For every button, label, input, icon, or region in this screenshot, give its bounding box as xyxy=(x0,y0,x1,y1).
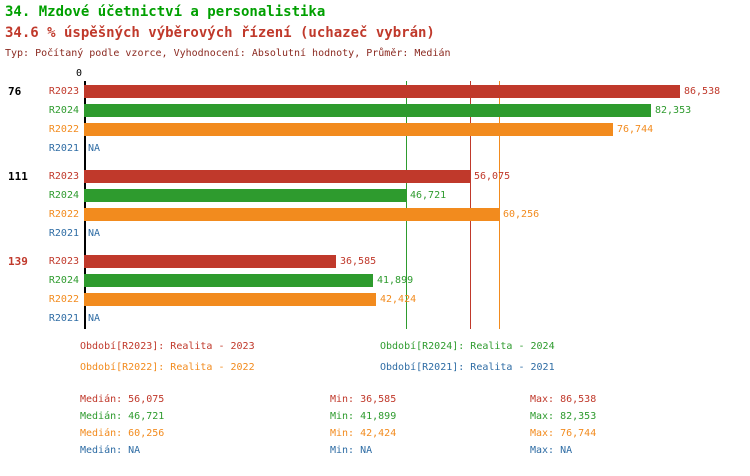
legend-item-r2022: Období[R2022]: Realita - 2022 xyxy=(80,362,255,373)
chart-row: 139 R2023 36,585 xyxy=(0,252,750,271)
series-label: R2024 xyxy=(48,105,79,116)
chart-row: R2022 42,424 xyxy=(0,290,750,309)
bar-value-label: 42,424 xyxy=(380,294,417,305)
bar xyxy=(84,104,651,117)
bar xyxy=(84,255,336,268)
chart-title: 34.6 % úspěšných výběrových řízení (ucha… xyxy=(5,25,435,41)
series-label: R2024 xyxy=(48,190,79,201)
bar-value-label: NA xyxy=(88,313,101,324)
bar-value-label: 36,585 xyxy=(340,256,377,267)
bar-value-label: 56,075 xyxy=(474,171,511,182)
legend-item-r2021: Období[R2021]: Realita - 2021 xyxy=(380,362,555,373)
series-label: R2022 xyxy=(48,209,79,220)
chart-meta: Typ: Počítaný podle vzorce, Vyhodnocení:… xyxy=(5,48,451,59)
bar-value-label: 60,256 xyxy=(503,209,540,220)
series-label: R2022 xyxy=(48,124,79,135)
series-label: R2021 xyxy=(48,228,79,239)
bar xyxy=(84,274,373,287)
bar xyxy=(84,208,499,221)
bar-zone: 36,585 xyxy=(84,252,750,271)
stats-row-r2024: Medián: 46,721 Min: 41,899 Max: 82,353 xyxy=(0,411,750,428)
stat-max: Max: NA xyxy=(530,445,573,456)
bar-zone: 46,721 xyxy=(84,186,750,205)
bar-zone: NA xyxy=(84,309,750,328)
bar-group: 76 R2023 86,538 R2024 82,353 R2022 76,744 R2021… xyxy=(0,82,750,158)
chart-row: R2021 NA xyxy=(0,309,750,328)
bar-value-label: NA xyxy=(88,228,101,239)
group-label: 76 xyxy=(8,85,22,98)
series-label: R2021 xyxy=(48,143,79,154)
chart-row: 76 R2023 86,538 xyxy=(0,82,750,101)
chart-row: 111 R2023 56,075 xyxy=(0,167,750,186)
legend-item-r2023: Období[R2023]: Realita - 2023 xyxy=(80,341,255,352)
bar-value-label: 46,721 xyxy=(410,190,447,201)
stats-row-r2022: Medián: 60,256 Min: 42,424 Max: 76,744 xyxy=(0,428,750,445)
y-axis-line xyxy=(84,81,86,329)
bar-value-label: 82,353 xyxy=(655,105,692,116)
group-label: 111 xyxy=(8,170,28,183)
chart-row: R2022 60,256 xyxy=(0,205,750,224)
bar xyxy=(84,123,613,136)
stat-max: Max: 86,538 xyxy=(530,394,597,405)
stats-row-r2021: Medián: NA Min: NA Max: NA xyxy=(0,445,750,462)
bar-zone: NA xyxy=(84,224,750,243)
reference-line xyxy=(499,81,500,329)
bar-value-label: 76,744 xyxy=(617,124,654,135)
chart-rows: 76 R2023 86,538 R2024 82,353 R2022 76,744 R2021… xyxy=(0,82,750,337)
bar xyxy=(84,189,406,202)
series-label: R2023 xyxy=(48,86,79,97)
stat-median: Medián: NA xyxy=(80,445,141,456)
chart-row: R2024 46,721 xyxy=(0,186,750,205)
stat-median: Medián: 56,075 xyxy=(80,394,165,405)
page-title: 34. Mzdové účetnictví a personalistika xyxy=(5,4,326,20)
x-axis-zero-label: 0 xyxy=(75,68,82,79)
stat-min: Min: 41,899 xyxy=(330,411,397,422)
bar-value-label: 41,899 xyxy=(377,275,414,286)
bar xyxy=(84,293,376,306)
bar-zone: 82,353 xyxy=(84,101,750,120)
chart-row: R2024 41,899 xyxy=(0,271,750,290)
bar-zone: NA xyxy=(84,139,750,158)
stat-max: Max: 82,353 xyxy=(530,411,597,422)
bar xyxy=(84,170,470,183)
stat-min: Min: 36,585 xyxy=(330,394,397,405)
bar xyxy=(84,85,680,98)
chart-row: R2024 82,353 xyxy=(0,101,750,120)
stat-median: Medián: 46,721 xyxy=(80,411,165,422)
chart-row: R2021 NA xyxy=(0,139,750,158)
stat-min: Min: NA xyxy=(330,445,373,456)
stats-row-r2023: Medián: 56,075 Min: 36,585 Max: 86,538 xyxy=(0,394,750,411)
bar-group: 111 R2023 56,075 R2024 46,721 R2022 60,256 R202… xyxy=(0,167,750,243)
bar-zone: 41,899 xyxy=(84,271,750,290)
group-label: 139 xyxy=(8,255,28,268)
bar-zone: 60,256 xyxy=(84,205,750,224)
bar-group: 139 R2023 36,585 R2024 41,899 R2022 42,424 R202… xyxy=(0,252,750,328)
chart-row: R2022 76,744 xyxy=(0,120,750,139)
reference-line xyxy=(406,81,407,329)
series-label: R2022 xyxy=(48,294,79,305)
stat-median: Medián: 60,256 xyxy=(80,428,165,439)
bar-value-label: NA xyxy=(88,143,101,154)
bar-zone: 42,424 xyxy=(84,290,750,309)
bar-chart: 0 76 R2023 86,538 R2024 82,353 R2022 76,744 R20… xyxy=(0,68,750,330)
bar-zone: 86,538 xyxy=(84,82,750,101)
series-label: R2023 xyxy=(48,171,79,182)
chart-header: 34. Mzdové účetnictví a personalistika 3… xyxy=(5,4,451,59)
bar-zone: 56,075 xyxy=(84,167,750,186)
stat-max: Max: 76,744 xyxy=(530,428,597,439)
bar-value-label: 86,538 xyxy=(684,86,721,97)
series-label: R2021 xyxy=(48,313,79,324)
legend-item-r2024: Období[R2024]: Realita - 2024 xyxy=(380,341,555,352)
bar-zone: 76,744 xyxy=(84,120,750,139)
chart-row: R2021 NA xyxy=(0,224,750,243)
stat-min: Min: 42,424 xyxy=(330,428,397,439)
series-label: R2024 xyxy=(48,275,79,286)
reference-line xyxy=(470,81,471,329)
series-label: R2023 xyxy=(48,256,79,267)
